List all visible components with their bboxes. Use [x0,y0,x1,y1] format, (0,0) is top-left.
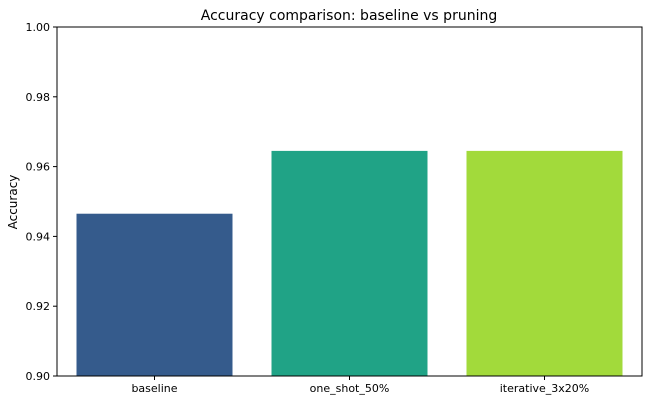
x-tick-label: iterative_3x20% [500,382,590,395]
bar-2 [466,150,623,376]
bar-1 [271,150,428,376]
y-tick-label: 0.94 [26,230,51,243]
bars-group [76,150,623,376]
chart-title: Accuracy comparison: baseline vs pruning [201,8,497,24]
plot-frame [56,26,643,377]
x-tick-label: one_shot_50% [310,382,390,395]
y-tick-label: 0.98 [26,91,51,104]
y-tick-label: 0.92 [26,300,51,313]
x-axis: baseline one_shot_50% iterative_3x20% [131,376,589,395]
y-tick-label: 1.00 [26,21,51,34]
y-axis-label: Accuracy [6,175,20,230]
y-axis: 0.90 0.92 0.94 0.96 0.98 1.00 [26,21,57,383]
y-tick-label: 0.96 [26,161,51,174]
bar-0 [76,213,233,376]
x-tick-label: baseline [131,382,177,395]
y-tick-label: 0.90 [26,370,51,383]
